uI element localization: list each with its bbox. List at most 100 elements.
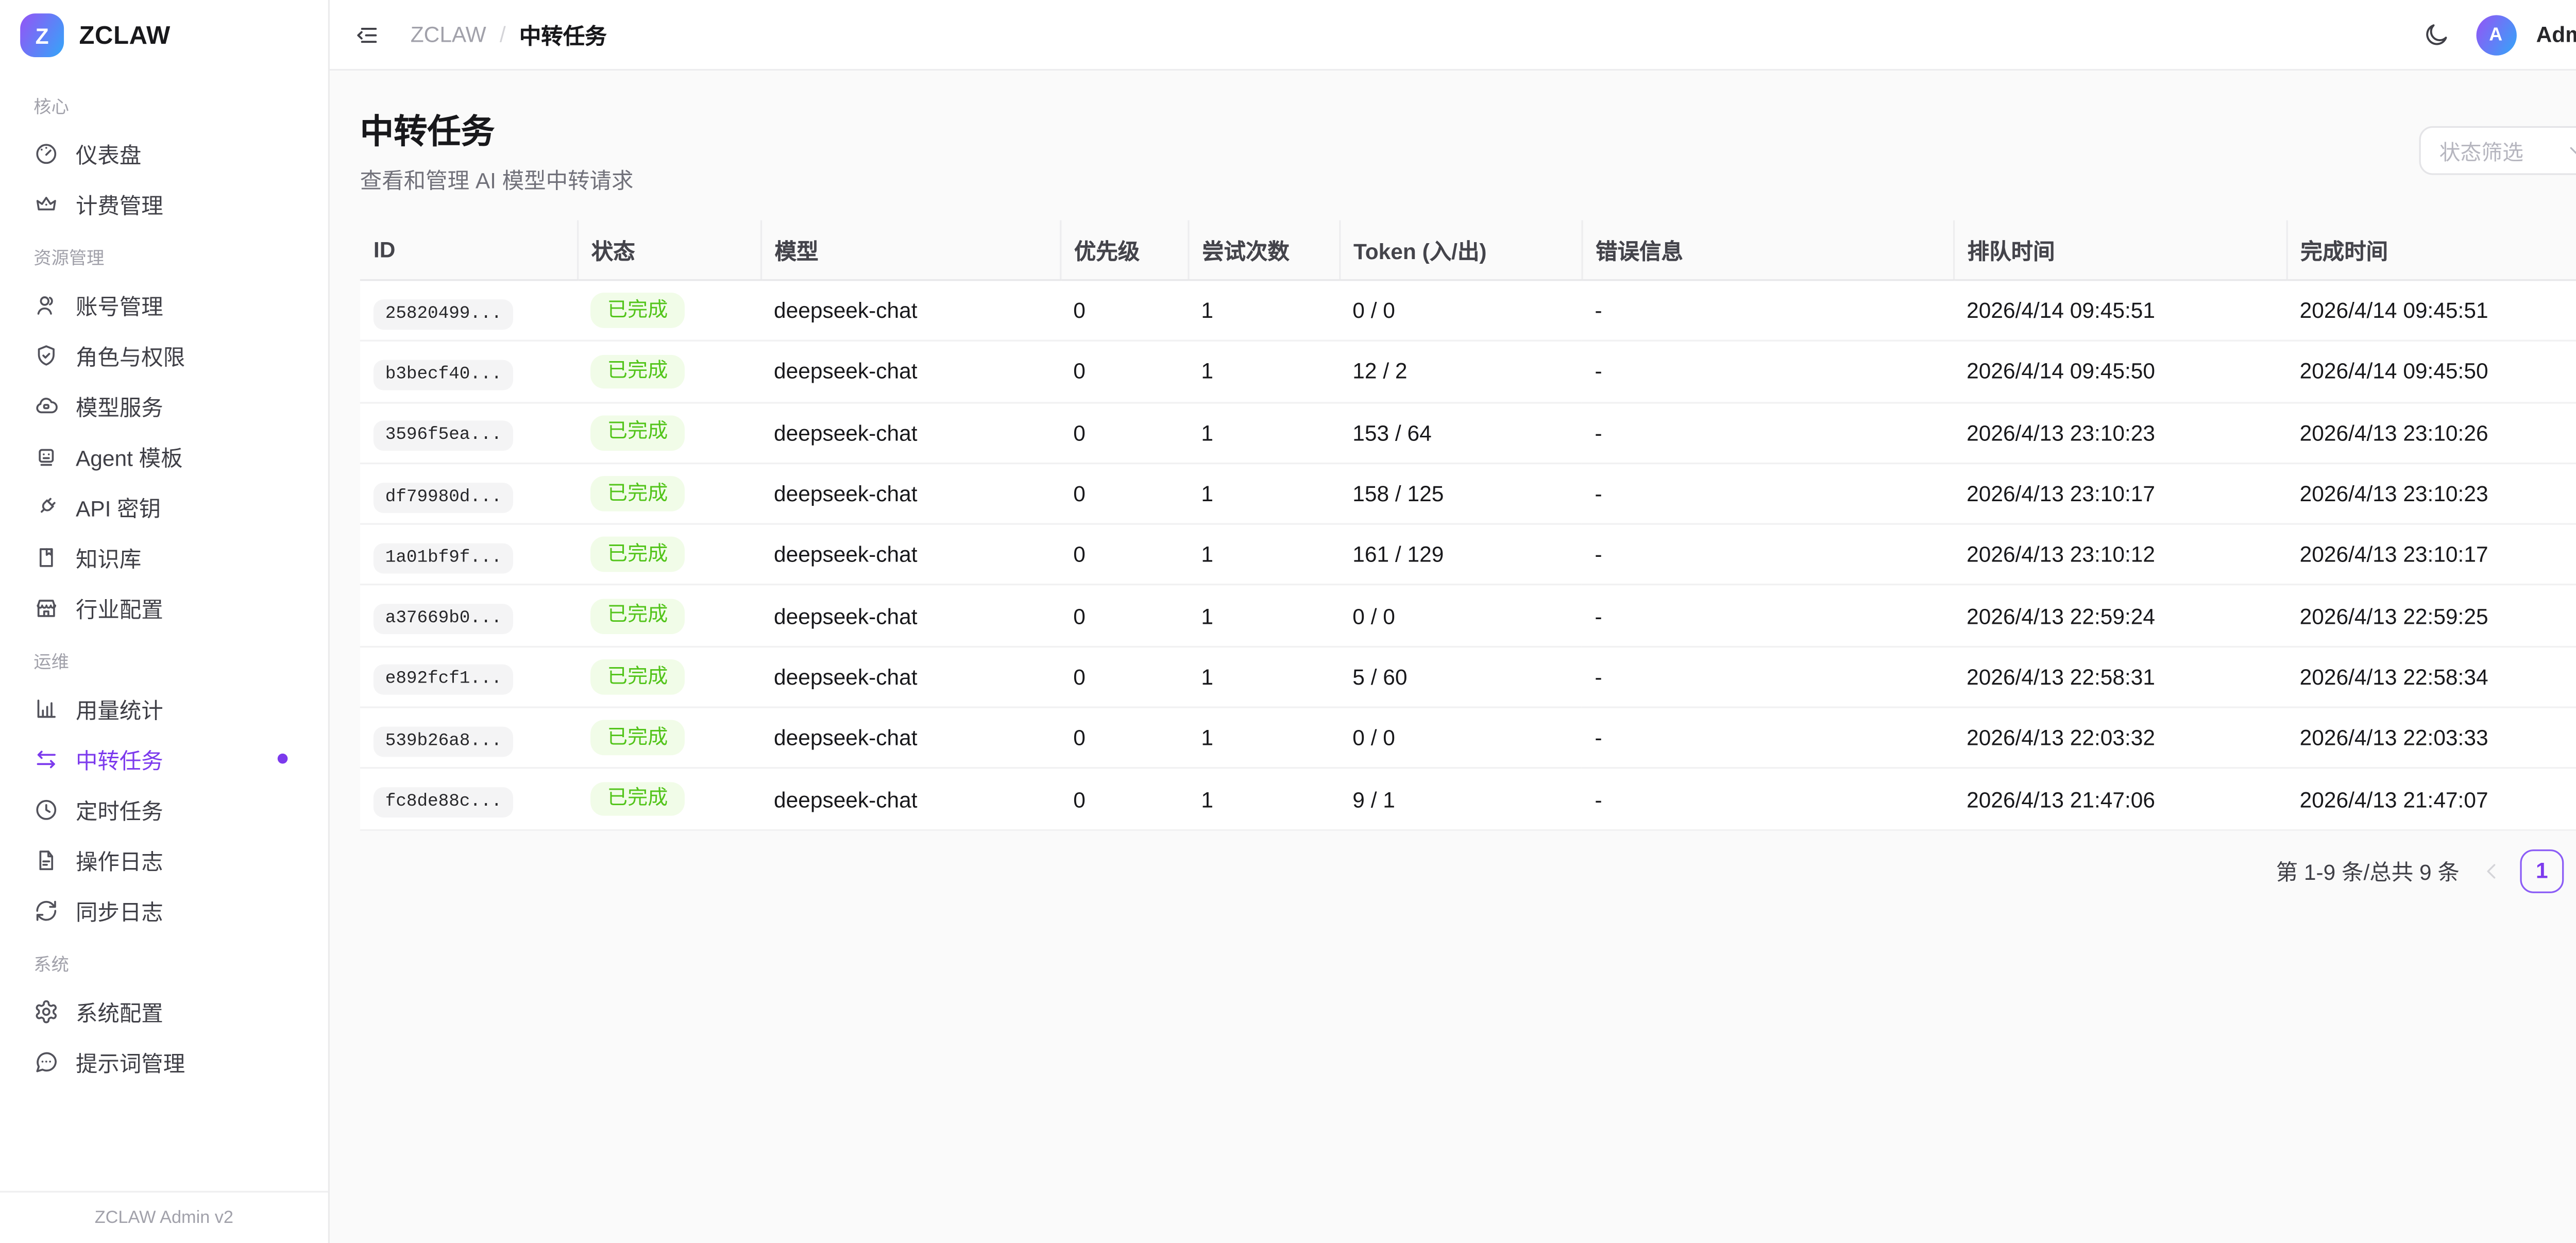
sidebar-item-clock[interactable]: 定时任务 — [0, 784, 315, 835]
cell-tokens: 5 / 60 — [1339, 646, 1582, 708]
brand-name: ZCLAW — [79, 21, 171, 50]
sidebar-item-users[interactable]: 账号管理 — [0, 279, 315, 330]
avatar[interactable]: A — [2476, 14, 2516, 55]
sidebar-item-cloud[interactable]: 模型服务 — [0, 380, 315, 431]
breadcrumb-root[interactable]: ZCLAW — [410, 22, 486, 47]
sidebar-item-bar-chart[interactable]: 用量统计 — [0, 683, 315, 734]
cell-model: deepseek-chat — [760, 707, 1060, 770]
cell-priority: 0 — [1060, 707, 1188, 770]
table-row: e892fcf1... 已完成 deepseek-chat 0 1 5 / 60-2026… — [360, 646, 2576, 708]
cell-id: e892fcf1... — [360, 646, 578, 708]
page-title: 中转任务 — [360, 114, 495, 151]
sidebar-footer: ZCLAW Admin v2 — [0, 1191, 328, 1243]
breadcrumb: ZCLAW / 中转任务 — [411, 19, 607, 50]
cell-queued_at: 2026/4/14 09:45:50 — [1953, 341, 2286, 403]
users-icon — [33, 292, 59, 317]
sidebar-collapse-icon[interactable] — [353, 21, 380, 48]
cell-model: deepseek-chat — [760, 341, 1060, 403]
page-number-button[interactable]: 1 — [2520, 848, 2564, 893]
cell-queued_at: 2026/4/13 23:10:17 — [1953, 463, 2286, 525]
prev-page-button[interactable] — [2480, 859, 2503, 883]
status-filter-select[interactable]: 状态筛选 — [2419, 125, 2576, 174]
crown-icon — [33, 191, 59, 216]
store-icon — [33, 594, 59, 620]
cell-error: - — [1581, 524, 1954, 586]
status-badge: 已完成 — [590, 537, 685, 572]
chevron-down-icon — [2566, 139, 2576, 160]
sidebar-item-book-marked[interactable]: 知识库 — [0, 532, 315, 582]
cell-completed_at: 2026/4/13 22:59:25 — [2286, 585, 2576, 648]
column-header: 完成时间 — [2285, 220, 2576, 281]
cell-status: 已完成 — [577, 646, 760, 708]
cell-tokens: 0 / 0 — [1339, 280, 1582, 342]
sidebar-item-bot[interactable]: Agent 模板 — [0, 431, 315, 481]
cell-attempts: 1 — [1188, 463, 1340, 525]
sidebar-item-gear[interactable]: 系统配置 — [0, 985, 315, 1036]
cell-status: 已完成 — [577, 585, 760, 648]
table-row: 539b26a8... 已完成 deepseek-chat 0 1 0 / 0-2026/… — [360, 707, 2576, 770]
refresh-icon — [33, 897, 59, 923]
cell-priority: 0 — [1060, 768, 1188, 831]
cell-attempts: 1 — [1188, 768, 1340, 831]
status-badge: 已完成 — [590, 415, 685, 450]
task-id: a37669b0... — [373, 604, 514, 635]
cell-attempts: 1 — [1188, 646, 1340, 708]
user-name[interactable]: Admin — [2536, 22, 2576, 47]
top-header: ZCLAW / 中转任务 A Admin — [330, 0, 2576, 71]
chevron-left-icon — [2480, 859, 2503, 883]
cell-model: deepseek-chat — [760, 402, 1060, 464]
message-dots-icon — [33, 1049, 59, 1074]
sidebar-item-message-dots[interactable]: 提示词管理 — [0, 1036, 315, 1086]
gauge-icon — [33, 141, 59, 166]
sidebar-item-exchange[interactable]: 中转任务 — [0, 734, 315, 784]
brand: Z ZCLAW — [0, 0, 328, 71]
cell-attempts: 1 — [1188, 524, 1340, 586]
sidebar-item-plug[interactable]: API 密钥 — [0, 481, 315, 532]
active-indicator-dot — [277, 753, 288, 764]
sidebar: Z ZCLAW 核心 仪表盘 计费管理 资源管理 账号管理 角色与权限 模型服务 Agent … — [0, 0, 330, 1243]
status-filter-placeholder: 状态筛选 — [2439, 140, 2524, 164]
sidebar-section-label: 系统 — [33, 955, 69, 976]
cell-queued_at: 2026/4/13 23:10:12 — [1953, 524, 2286, 586]
cell-error: - — [1581, 341, 1954, 403]
cell-queued_at: 2026/4/13 22:03:32 — [1953, 707, 2286, 770]
dark-mode-toggle[interactable] — [2422, 21, 2449, 48]
cell-id: df79980d... — [360, 463, 578, 525]
sidebar-item-gauge[interactable]: 仪表盘 — [0, 128, 315, 178]
content-area: 中转任务 查看和管理 AI 模型中转请求 状态筛选 ID 状态 模型 优先级 尝试次数 T… — [330, 71, 2576, 1243]
cell-id: 25820499... — [360, 280, 578, 342]
cell-queued_at: 2026/4/13 22:59:24 — [1953, 585, 2286, 648]
column-header: 尝试次数 — [1187, 220, 1340, 281]
cell-tokens: 0 / 0 — [1339, 585, 1582, 648]
cell-status: 已完成 — [577, 341, 760, 403]
status-badge: 已完成 — [590, 598, 685, 634]
sidebar-item-refresh[interactable]: 同步日志 — [0, 885, 315, 935]
column-header: 优先级 — [1059, 220, 1188, 281]
cell-status: 已完成 — [577, 463, 760, 525]
table-row: b3becf40... 已完成 deepseek-chat 0 1 12 / 2-2026… — [360, 341, 2576, 403]
cell-error: - — [1581, 402, 1954, 464]
bot-icon — [33, 443, 59, 468]
cell-attempts: 1 — [1188, 707, 1340, 770]
column-header: 排队时间 — [1952, 220, 2286, 281]
cell-id: 539b26a8... — [360, 707, 578, 770]
sidebar-item-crown[interactable]: 计费管理 — [0, 178, 315, 229]
status-badge: 已完成 — [590, 476, 685, 512]
task-id: fc8de88c... — [373, 787, 514, 818]
shield-check-icon — [33, 342, 59, 367]
sidebar-item-file-text[interactable]: 操作日志 — [0, 835, 315, 885]
cell-tokens: 12 / 2 — [1339, 341, 1582, 403]
sidebar-item-shield-check[interactable]: 角色与权限 — [0, 330, 315, 380]
cell-model: deepseek-chat — [760, 524, 1060, 586]
cell-tokens: 9 / 1 — [1339, 768, 1582, 831]
cell-error: - — [1581, 646, 1954, 708]
cell-completed_at: 2026/4/13 23:10:26 — [2286, 402, 2576, 464]
cell-attempts: 1 — [1188, 585, 1340, 648]
cell-status: 已完成 — [577, 707, 760, 770]
cell-queued_at: 2026/4/13 21:47:06 — [1953, 768, 2286, 831]
breadcrumb-current: 中转任务 — [519, 23, 607, 49]
status-badge: 已完成 — [590, 659, 685, 695]
column-header: 错误信息 — [1580, 220, 1954, 281]
sidebar-item-store[interactable]: 行业配置 — [0, 582, 315, 633]
